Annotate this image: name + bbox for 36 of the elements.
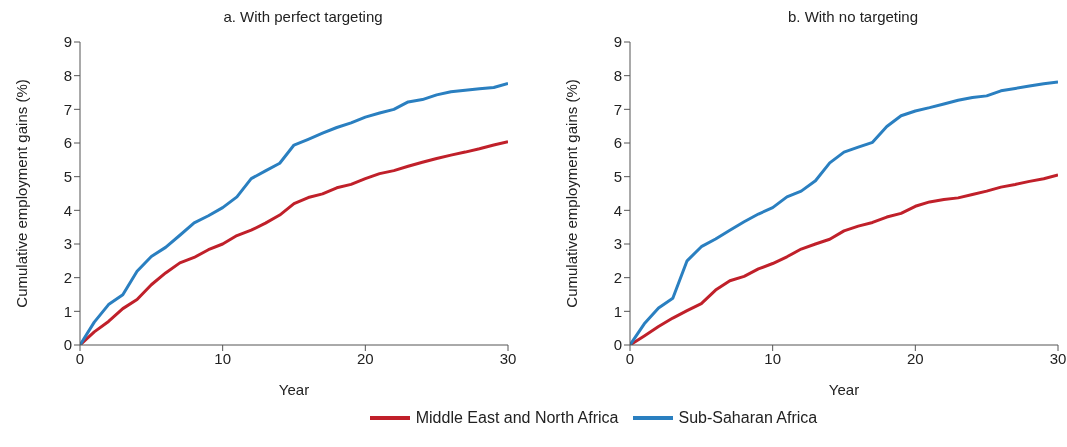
chart-title: a. With perfect targeting — [222, 8, 384, 27]
x-axis-title: Year — [828, 381, 860, 398]
y-tick-label: 2 — [613, 268, 622, 286]
y-tick-label: 5 — [613, 167, 622, 185]
x-tick-label: 0 — [625, 349, 635, 367]
y-tick-label: 6 — [613, 134, 622, 152]
x-tick-label: 30 — [1049, 349, 1067, 367]
y-tick-label: 8 — [63, 66, 72, 84]
y-tick-label: 1 — [613, 302, 622, 320]
y-axis-title: Cumulative employment gains (%) — [13, 79, 31, 308]
y-tick-label: 2 — [63, 268, 72, 286]
x-tick-label: 20 — [906, 349, 924, 367]
y-tick-label: 1 — [63, 302, 72, 320]
y-tick-label: 6 — [63, 134, 72, 152]
legend-label: Sub-Saharan Africa — [678, 409, 818, 427]
chart-title: b. With no targeting — [786, 8, 920, 27]
legend-label: Middle East and North Africa — [415, 409, 619, 427]
y-tick-label: 3 — [63, 235, 72, 253]
y-tick-label: 7 — [63, 100, 72, 118]
x-tick-label: 0 — [75, 349, 85, 367]
y-tick-label: 4 — [63, 201, 72, 219]
x-tick-label: 10 — [214, 349, 232, 367]
y-tick-label: 5 — [63, 167, 72, 185]
x-tick-label: 30 — [499, 349, 517, 367]
y-tick-label: 0 — [613, 336, 622, 354]
y-tick-label: 3 — [613, 235, 622, 253]
y-tick-label: 7 — [613, 100, 622, 118]
y-tick-label: 0 — [63, 336, 72, 354]
y-tick-label: 8 — [613, 66, 622, 84]
y-tick-label: 9 — [63, 33, 72, 51]
y-axis-title: Cumulative employment gains (%) — [563, 79, 581, 308]
x-tick-label: 10 — [764, 349, 782, 367]
y-tick-label: 9 — [613, 33, 622, 51]
x-tick-label: 20 — [356, 349, 374, 367]
x-axis-title: Year — [278, 381, 310, 398]
y-tick-label: 4 — [613, 201, 622, 219]
